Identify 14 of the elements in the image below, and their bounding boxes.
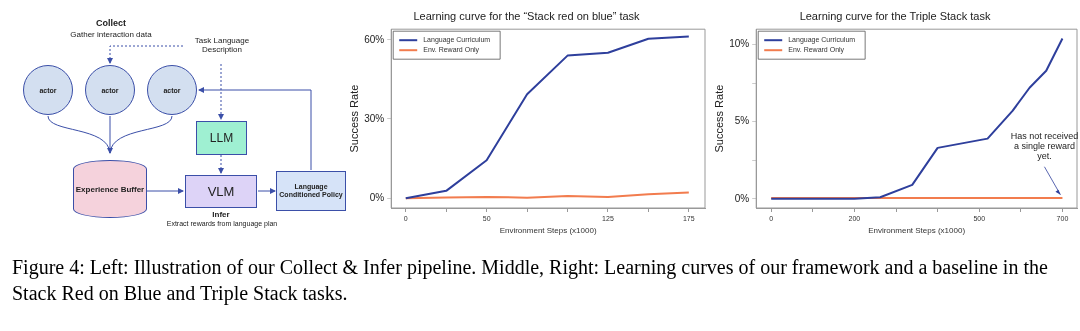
y-tick-label: 5% [734,115,750,127]
y-axis-title: Success Rate [347,84,360,153]
x-axis-title: Environment Steps (x1000) [499,226,597,236]
caption: Figure 4: Left: Illustration of our Collect & Infer pipeline. Middle, Right: Learning curves of our framework and a baseline in the Stack Red on Blue and Triple Stack tasks. [11,255,1049,306]
y-tick-label: 30% [364,112,385,124]
y-axis-title: Success Rate [712,84,725,153]
y-tick-label: 60% [364,33,385,45]
y-tick-label: 0% [734,192,750,204]
x-axis-title: Environment Steps (x1000) [868,226,966,236]
chart-title: Learning curve for the “Stack red on blue” task [413,9,641,22]
y-tick-label: 0% [369,191,385,203]
chart-title: Learning curve for the Triple Stack task [799,9,991,22]
y-tick-label: 10% [729,38,750,50]
annotation: Has not received a single reward yet. [1010,130,1079,161]
